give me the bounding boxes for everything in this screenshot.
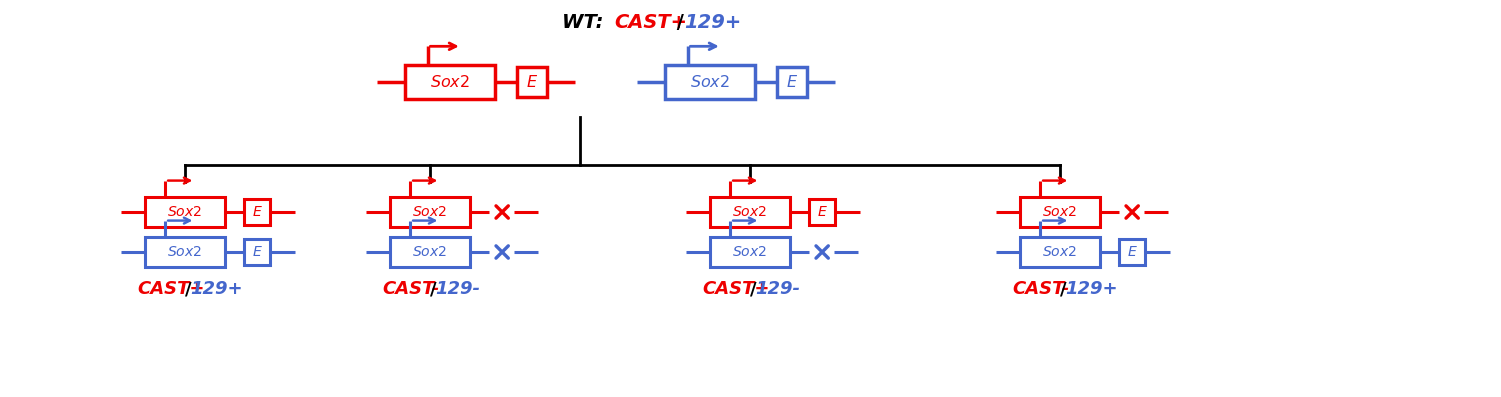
Text: /: / [185, 280, 192, 298]
Text: CAST+: CAST+ [138, 280, 206, 298]
Text: $\it{Sox2}$: $\it{Sox2}$ [732, 205, 767, 219]
Text: $\it{E}$: $\it{E}$ [525, 74, 537, 90]
Bar [778, 67, 808, 97]
Bar [245, 239, 270, 265]
Text: 129-: 129- [435, 280, 480, 298]
Bar [146, 237, 225, 267]
Text: CAST+: CAST+ [702, 280, 770, 298]
Bar [710, 237, 790, 267]
Bar [1021, 197, 1100, 227]
Text: $\it{E}$: $\it{E}$ [787, 74, 799, 90]
Text: /: / [750, 280, 757, 298]
Bar [1021, 237, 1100, 267]
Text: $\it{E}$: $\it{E}$ [1127, 245, 1138, 259]
Bar [809, 199, 836, 225]
Text: $\it{Sox2}$: $\it{Sox2}$ [413, 245, 447, 259]
Text: /: / [429, 280, 437, 298]
Text: CAST+: CAST+ [614, 12, 687, 31]
Text: $\it{Sox2}$: $\it{Sox2}$ [690, 74, 729, 90]
Text: $\it{Sox2}$: $\it{Sox2}$ [431, 74, 470, 90]
Text: /: / [669, 12, 690, 31]
Text: WT:: WT: [561, 12, 609, 31]
Bar [516, 67, 546, 97]
Bar [710, 197, 790, 227]
Text: $\it{E}$: $\it{E}$ [252, 205, 263, 219]
Text: CAST-: CAST- [383, 280, 440, 298]
Text: 129+: 129+ [191, 280, 243, 298]
Text: CAST-: CAST- [1013, 280, 1070, 298]
Text: /: / [1060, 280, 1067, 298]
Bar [1118, 239, 1145, 265]
Text: 129+: 129+ [684, 12, 741, 31]
Text: $\it{Sox2}$: $\it{Sox2}$ [1042, 245, 1078, 259]
Bar [390, 197, 470, 227]
Bar [390, 237, 470, 267]
Text: $\it{Sox2}$: $\it{Sox2}$ [168, 205, 203, 219]
Text: $\it{E}$: $\it{E}$ [252, 245, 263, 259]
Bar [245, 199, 270, 225]
Text: $\it{Sox2}$: $\it{Sox2}$ [732, 245, 767, 259]
Bar [405, 65, 495, 99]
Text: $\it{Sox2}$: $\it{Sox2}$ [1042, 205, 1078, 219]
Text: $\it{Sox2}$: $\it{Sox2}$ [413, 205, 447, 219]
Text: $\it{Sox2}$: $\it{Sox2}$ [168, 245, 203, 259]
Text: $\it{E}$: $\it{E}$ [817, 205, 827, 219]
Text: 129-: 129- [755, 280, 800, 298]
Text: 129+: 129+ [1066, 280, 1118, 298]
Bar [146, 197, 225, 227]
Bar [665, 65, 755, 99]
